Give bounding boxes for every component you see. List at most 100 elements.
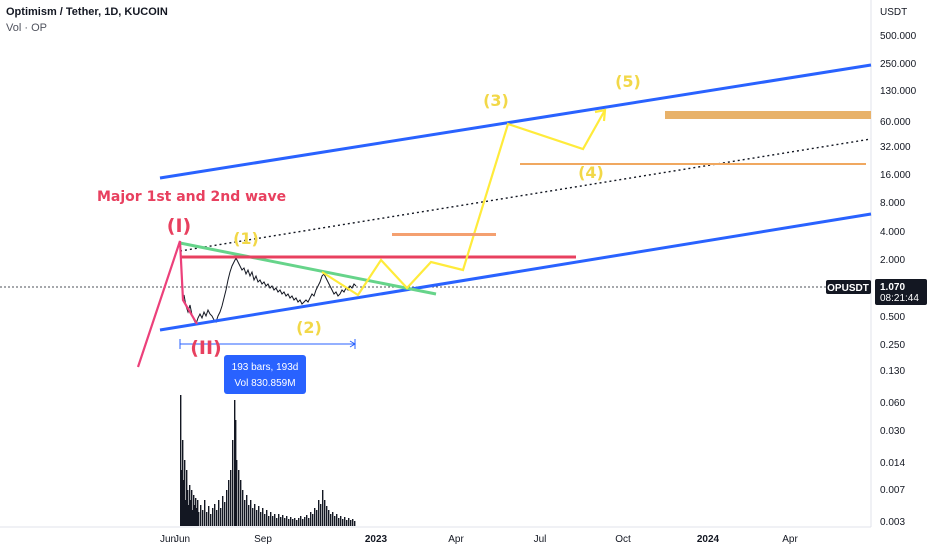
volume-bar: [260, 512, 262, 526]
volume-bar: [242, 490, 244, 526]
volume-bar: [216, 510, 218, 526]
elliott-arrow-head: [594, 108, 607, 122]
volume-bar: [244, 500, 246, 526]
channel-upper-line[interactable]: [159, 63, 872, 180]
volume-bar: [218, 500, 220, 526]
wave-label-major-2[interactable]: (II): [190, 337, 222, 359]
volume-histogram: [180, 395, 356, 526]
wave-label-major-1[interactable]: (I): [167, 215, 191, 237]
chart-title[interactable]: Optimism / Tether, 1D, KUCOIN: [6, 6, 168, 18]
last-price-tag: [875, 279, 927, 305]
volume-bar: [278, 514, 280, 526]
wave-label-4[interactable]: (4): [578, 163, 604, 182]
price-tick-label: 0.130: [880, 366, 905, 377]
volume-bar: [280, 517, 282, 526]
volume-bar: [304, 517, 306, 526]
volume-bar: [302, 519, 304, 526]
target-zone-upper[interactable]: [665, 111, 871, 119]
time-tick-label: Sep: [254, 534, 272, 545]
volume-bar: [326, 506, 328, 526]
price-tick-label: 4.000: [880, 227, 905, 238]
time-tick-label: 2024: [697, 534, 720, 545]
volume-bar: [226, 490, 228, 526]
volume-bar: [288, 519, 290, 526]
volume-bar: [198, 512, 200, 526]
price-tick-label: 8.000: [880, 198, 905, 209]
wave-label-3[interactable]: (3): [483, 91, 509, 110]
major-wave-annotation[interactable]: Major 1st and 2nd wave: [97, 189, 286, 205]
volume-bar: [182, 440, 184, 526]
volume-bar: [192, 510, 194, 526]
wave-label-1[interactable]: (1): [233, 229, 259, 248]
measure-info-box: [224, 355, 306, 394]
major-wave-path[interactable]: [136, 240, 198, 368]
bar-countdown: 08:21:44: [880, 293, 919, 304]
volume-bar: [252, 508, 254, 526]
volume-bar: [214, 504, 216, 526]
volume-bar: [224, 502, 226, 526]
time-tick-label: Apr: [448, 534, 464, 545]
price-tick-label: 32.000: [880, 142, 911, 153]
price-tick-label: 2.000: [880, 255, 905, 266]
volume-bar: [282, 515, 284, 526]
volume-bar: [191, 490, 193, 526]
price-tick-label: 0.007: [880, 485, 905, 496]
volume-bar: [188, 505, 190, 526]
volume-bar: [190, 500, 192, 526]
time-tick-label: 2023: [365, 534, 388, 545]
volume-bar: [258, 506, 260, 526]
volume-bar: [222, 496, 224, 526]
price-axis[interactable]: USDT 500.000 250.000 130.000 60.000 32.000 16…: [880, 7, 917, 528]
volume-bar: [270, 512, 272, 526]
volume-bar: [290, 517, 292, 526]
volume-bar: [348, 518, 350, 526]
volume-bar: [318, 500, 320, 526]
time-tick-label: Jun: [174, 534, 190, 545]
time-tick-label: Apr: [782, 534, 798, 545]
volume-bar: [328, 510, 330, 526]
channel-lower-line[interactable]: [159, 212, 872, 332]
volume-bar: [200, 505, 202, 526]
elliott-projection-path[interactable]: [321, 109, 606, 297]
volume-bar: [340, 516, 342, 526]
volume-bar: [320, 504, 322, 526]
channel-midline[interactable]: [179, 138, 872, 252]
time-axis[interactable]: Jun Sep 2023 Apr Jul Oct 2024 Apr Jun: [160, 534, 799, 545]
volume-bar: [272, 516, 274, 526]
price-tick-label: 250.000: [880, 59, 917, 70]
price-tick-label: 0.500: [880, 312, 905, 323]
volume-bar: [296, 520, 298, 526]
volume-bar: [266, 510, 268, 526]
target-zone-small[interactable]: [392, 233, 496, 236]
volume-bar: [220, 508, 222, 526]
volume-bar: [250, 500, 252, 526]
volume-bar: [262, 508, 264, 526]
volume-bar: [212, 508, 214, 526]
volume-bar: [230, 470, 232, 526]
volume-bar: [196, 508, 198, 526]
volume-bar: [312, 514, 314, 526]
volume-indicator-label[interactable]: Vol · OP: [6, 22, 47, 34]
volume-bar: [310, 512, 312, 526]
volume-bar: [180, 395, 182, 526]
volume-bar: [352, 519, 354, 526]
volume-bar: [264, 514, 266, 526]
volume-bar: [342, 519, 344, 526]
volume-bar: [344, 517, 346, 526]
volume-bar: [202, 510, 204, 526]
volume-bar: [316, 510, 318, 526]
volume-bar: [194, 505, 196, 526]
volume-bar: [240, 480, 242, 526]
volume-bar: [292, 519, 294, 526]
volume-bar: [204, 500, 206, 526]
time-tick-label: Jul: [534, 534, 547, 545]
measure-volume-text: Vol 830.859M: [234, 378, 295, 389]
volume-bar: [322, 490, 324, 526]
wave-label-5[interactable]: (5): [615, 72, 641, 91]
wave-label-2[interactable]: (2): [296, 318, 322, 337]
price-series: [179, 242, 357, 326]
volume-bar: [197, 500, 199, 526]
triangle-top-line[interactable]: [179, 241, 437, 296]
volume-bar: [332, 512, 334, 526]
